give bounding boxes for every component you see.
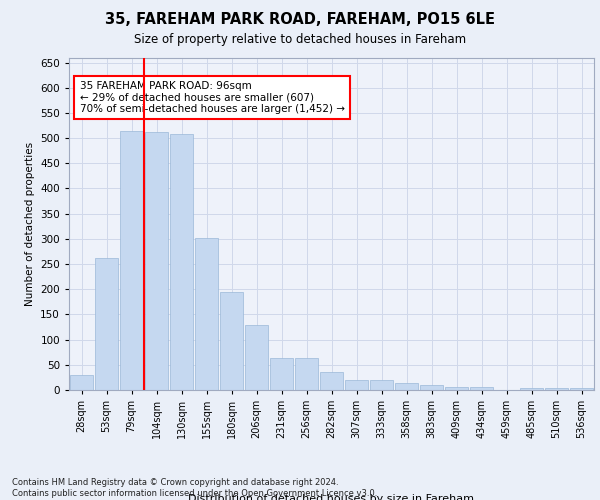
Bar (570, 388, 593, 390)
Bar (170, 134, 193, 390)
Text: Contains HM Land Registry data © Crown copyright and database right 2024.
Contai: Contains HM Land Registry data © Crown c… (12, 478, 377, 498)
Bar (395, 384, 418, 390)
Bar (295, 358, 318, 390)
Bar (545, 388, 568, 390)
Bar (520, 388, 543, 390)
Bar (245, 324, 268, 390)
Bar (320, 372, 343, 390)
Bar (195, 238, 218, 390)
Bar (120, 130, 143, 390)
Text: Size of property relative to detached houses in Fareham: Size of property relative to detached ho… (134, 32, 466, 46)
Bar (220, 292, 243, 390)
Bar (270, 358, 293, 390)
Bar (345, 380, 368, 390)
Text: 35 FAREHAM PARK ROAD: 96sqm
← 29% of detached houses are smaller (607)
70% of se: 35 FAREHAM PARK ROAD: 96sqm ← 29% of det… (79, 81, 344, 114)
Bar (145, 132, 168, 390)
Bar (470, 388, 493, 390)
Y-axis label: Number of detached properties: Number of detached properties (25, 142, 35, 306)
Bar (70, 375, 93, 390)
Bar (420, 386, 443, 390)
Text: 35, FAREHAM PARK ROAD, FAREHAM, PO15 6LE: 35, FAREHAM PARK ROAD, FAREHAM, PO15 6LE (105, 12, 495, 28)
Bar (95, 258, 118, 390)
X-axis label: Distribution of detached houses by size in Fareham: Distribution of detached houses by size … (188, 494, 475, 500)
Bar (370, 380, 393, 390)
Bar (445, 388, 468, 390)
